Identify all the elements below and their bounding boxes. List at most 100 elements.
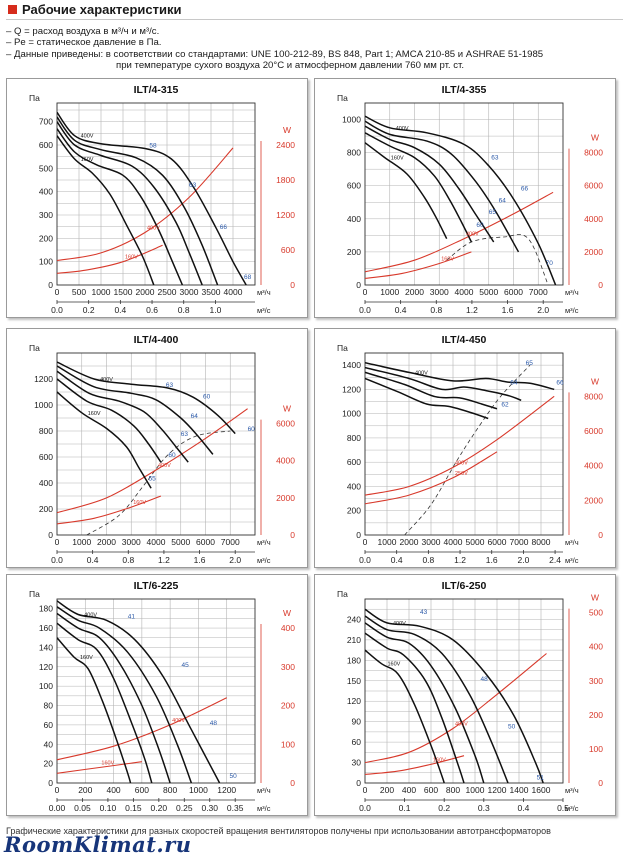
y-tick-label: 800 (347, 433, 361, 443)
pressure-curve (57, 116, 219, 285)
efficiency-label: 48 (481, 676, 489, 683)
y-tick-label: 100 (39, 681, 53, 691)
power-curve-label: 160V (433, 757, 446, 763)
efficiency-label: 41 (128, 613, 136, 620)
x-tick-label: 1000 (378, 537, 397, 547)
power-tick-label: 0 (290, 778, 295, 788)
y-tick-label: 400 (347, 481, 361, 491)
x-tick-label: 0 (55, 287, 60, 297)
x-tick-label: 3000 (180, 287, 199, 297)
y-tick-label: 400 (347, 214, 361, 224)
pressure-curve (57, 361, 236, 435)
x2-tick-label: 2.0 (229, 555, 241, 565)
y-tick-label: 60 (352, 737, 362, 747)
chart-panel-ilt6-250: ILT/6-250 Па 0 30 60 90 120 150 180 210 240 0 200 400… (314, 574, 616, 816)
pressure-curve (365, 608, 544, 783)
power-tick-label: 4000 (584, 214, 603, 224)
pressure-curve (365, 125, 495, 243)
x-tick-label: 2000 (405, 287, 424, 297)
y-tick-label: 200 (39, 233, 53, 243)
pressure-curve (57, 128, 184, 285)
note-line: – Pe = статическое давление в Па. (6, 37, 162, 49)
power-tick-label: 2000 (584, 495, 603, 505)
x-tick-label: 6000 (196, 537, 215, 547)
power-tick-label: 2400 (276, 140, 295, 150)
x2-axis-unit: м³/с (257, 556, 271, 565)
power-curve-label: 250V (455, 471, 468, 477)
y-axis-label: Па (29, 589, 40, 599)
pressure-curve-label: 160V (391, 156, 404, 162)
x2-tick-label: 0.4 (517, 803, 529, 813)
x-tick-label: 7000 (529, 287, 548, 297)
power-tick-label: 100 (589, 744, 603, 754)
x-tick-label: 3500 (202, 287, 221, 297)
chart-svg: ILT/4-315 Па 0 100 200 300 400 500 600 700 0 500 100… (29, 84, 295, 315)
x-tick-label: 0 (363, 537, 368, 547)
x-tick-label: 0 (363, 785, 368, 795)
power-tick-label: 600 (281, 245, 295, 255)
x2-tick-label: 0.20 (151, 803, 168, 813)
pressure-curve (57, 600, 221, 783)
x-tick-label: 1000 (72, 537, 91, 547)
x2-tick-label: 0.0 (359, 803, 371, 813)
x-tick-label: 1400 (510, 785, 529, 795)
x-tick-label: 800 (163, 785, 177, 795)
x-tick-label: 1500 (114, 287, 133, 297)
pressure-curve-label: 400V (84, 612, 97, 618)
power-curve (57, 697, 227, 761)
pressure-curve (57, 622, 153, 783)
efficiency-label: 55 (149, 475, 157, 482)
power-curve (365, 653, 547, 764)
x-tick-label: 2500 (158, 287, 177, 297)
pressure-curve-label: 400V (100, 377, 113, 383)
x2-tick-label: 0.25 (176, 803, 193, 813)
x2-axis-unit: м³/с (257, 804, 271, 813)
y-tick-label: 120 (347, 696, 361, 706)
plot-frame (364, 352, 564, 536)
efficiency-label: 64 (191, 413, 199, 420)
efficiency-label: 48 (210, 720, 218, 727)
power-curve-label: 400V (158, 463, 171, 469)
chart-panel-ilt6-225: ILT/6-225 Па 0 20 40 60 80 100 120 140 160 180 0 200 4… (6, 574, 308, 816)
power-curve (365, 191, 554, 273)
chart-svg: ILT/6-225 Па 0 20 40 60 80 100 120 140 160 180 0 200 4… (29, 580, 295, 813)
y-axis-label: Па (337, 93, 348, 103)
footer-note: Графические характеристики для разных ск… (6, 826, 551, 836)
power-tick-label: 300 (281, 662, 295, 672)
power-tick-label: 0 (290, 530, 295, 540)
system-curve (446, 234, 549, 285)
x-tick-label: 1000 (189, 785, 208, 795)
efficiency-label: 43 (420, 609, 428, 616)
x2-tick-label: 0.15 (125, 803, 142, 813)
y-axis-label: Па (29, 343, 40, 353)
y-tick-label: 210 (347, 635, 361, 645)
efficiency-label: 51 (537, 775, 545, 782)
y-tick-label: 0 (356, 280, 361, 290)
power-tick-label: 8000 (584, 148, 603, 158)
pressure-curve (365, 377, 489, 420)
x2-tick-label: 1.2 (466, 305, 478, 315)
y-tick-label: 140 (39, 642, 53, 652)
y-tick-label: 180 (39, 604, 53, 614)
y-tick-label: 120 (39, 662, 53, 672)
y-tick-label: 600 (39, 452, 53, 462)
y-tick-label: 400 (39, 187, 53, 197)
power-axis-label: W (591, 593, 599, 603)
power-curve (365, 395, 555, 496)
x-tick-label: 200 (78, 785, 92, 795)
power-curve (57, 495, 162, 525)
power-curve-label: 160V (101, 761, 114, 767)
power-tick-label: 6000 (584, 181, 603, 191)
power-curve-label: 160V (441, 256, 454, 262)
power-tick-label: 1800 (276, 175, 295, 185)
efficiency-label: 64 (499, 197, 507, 204)
pressure-curve (365, 622, 485, 783)
pressure-curve-label: 400V (396, 126, 409, 132)
power-tick-label: 0 (598, 778, 603, 788)
x-tick-label: 1600 (532, 785, 551, 795)
power-tick-label: 500 (589, 608, 603, 618)
x-tick-label: 1000 (92, 287, 111, 297)
chart-title: ILT/4-355 (442, 84, 487, 96)
y-tick-label: 1000 (34, 400, 53, 410)
